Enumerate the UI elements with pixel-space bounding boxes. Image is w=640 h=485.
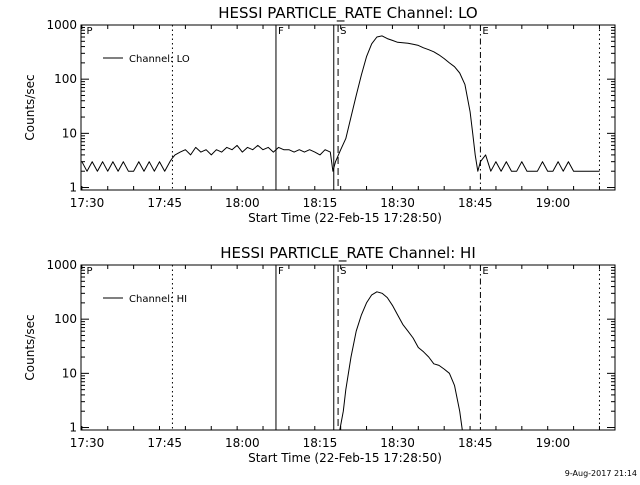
y-tick-label: 100 [54,312,77,326]
panel-lo: HESSI PARTICLE_RATE Channel: LO 1 10 100 100… [23,4,616,225]
y-tick-label: 1000 [46,18,77,32]
event-marker-label: E [482,266,488,277]
x-tick-label: 18:45 [458,196,493,210]
y-axis-label: Counts/sec [23,74,37,140]
chart-title: HESSI PARTICLE_RATE Channel: LO [218,4,477,23]
x-tick-label: 17:45 [147,196,182,210]
series-line [81,35,600,172]
x-tick-label: 17:45 [147,436,182,450]
event-marker-label: P [86,26,92,37]
chart-title: HESSI PARTICLE_RATE Channel: HI [220,244,476,263]
x-tick-label: 18:00 [225,436,260,450]
x-tick-label: 19:00 [536,196,571,210]
series-line [339,291,463,431]
y-tick-label: 10 [62,366,77,380]
y-tick-label: 1 [69,181,77,195]
event-marker-label: S [340,266,346,277]
x-tick-label: 17:30 [70,436,105,450]
y-tick-label: 1 [69,421,77,435]
x-axis-label: Start Time (22-Feb-15 17:28:50) [248,211,442,225]
x-tick-label: 18:00 [225,196,260,210]
x-tick-label: 18:15 [303,196,338,210]
event-marker-label: S [340,26,346,37]
event-marker-label: F [278,266,284,277]
y-tick-label: 10 [62,126,77,140]
x-tick-label: 18:45 [458,436,493,450]
x-tick-label: 18:30 [380,436,415,450]
event-marker-label: E [482,26,488,37]
y-tick-label: 100 [54,72,77,86]
panel-hi: HESSI PARTICLE_RATE Channel: HI 1 10 100 100… [23,244,616,465]
x-tick-label: 18:15 [303,436,338,450]
legend-label: Channel: HI [129,294,187,305]
event-marker-label: F [278,26,284,37]
legend-label: Channel: LO [129,54,190,65]
event-marker-label: P [86,266,92,277]
y-axis-label: Counts/sec [23,314,37,380]
x-axis-label: Start Time (22-Feb-15 17:28:50) [248,451,442,465]
x-tick-label: 18:30 [380,196,415,210]
y-tick-label: 1000 [46,258,77,272]
date-stamp: 9-Aug-2017 21:14 [565,469,637,478]
x-tick-label: 19:00 [536,436,571,450]
x-tick-label: 17:30 [70,196,105,210]
